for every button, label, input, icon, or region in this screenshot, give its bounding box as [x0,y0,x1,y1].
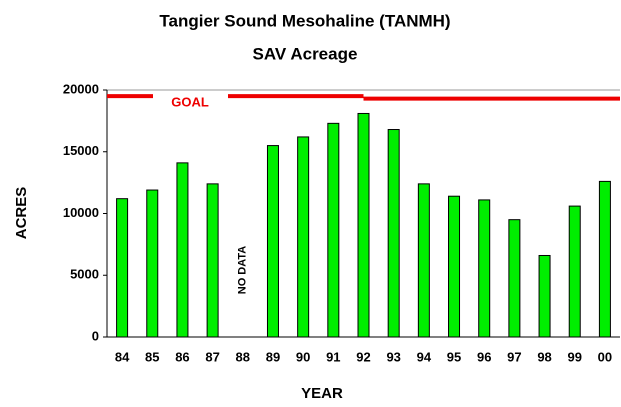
y-tick-label: 20000 [63,81,99,96]
bar [598,180,611,338]
goal-label: GOAL [171,95,209,110]
x-tick-label: 84 [115,349,130,364]
bar [116,198,129,338]
chart-title: Tangier Sound Mesohaline (TANMH) [159,11,450,30]
bar [568,205,581,338]
y-tick-label: 10000 [63,205,99,220]
bar [508,219,521,338]
x-tick-label: 88 [236,349,250,364]
x-tick-label: 90 [296,349,310,364]
x-tick-label: 85 [145,349,159,364]
bar [266,145,279,338]
bar [357,112,370,338]
y-axis-label: ACRES [13,187,30,240]
x-axis-label: YEAR [301,385,343,402]
bar [478,199,491,338]
bar [297,136,310,338]
x-tick-label: 92 [356,349,370,364]
x-tick-label: 00 [598,349,612,364]
bar [538,254,551,338]
x-tick-label: 91 [326,349,340,364]
bar [176,162,189,338]
bar [448,195,461,338]
bar [327,122,340,338]
y-tick-label: 15000 [63,143,99,158]
x-tick-label: 87 [205,349,219,364]
x-tick-label: 86 [175,349,189,364]
x-tick-label: 94 [417,349,432,364]
bar [387,129,400,338]
bar [206,183,219,338]
x-tick-label: 99 [568,349,582,364]
x-tick-label: 93 [386,349,400,364]
x-tick-label: 89 [266,349,280,364]
x-tick-label: 97 [507,349,521,364]
y-tick-label: 5000 [70,267,99,282]
bar [417,183,430,338]
x-tick-label: 98 [537,349,551,364]
no-data-annotation: NO DATA [237,246,249,295]
x-tick-label: 95 [447,349,461,364]
bar [146,189,159,338]
chart-subtitle: SAV Acreage [253,44,358,63]
y-tick-label: 0 [92,328,99,343]
x-tick-label: 96 [477,349,491,364]
